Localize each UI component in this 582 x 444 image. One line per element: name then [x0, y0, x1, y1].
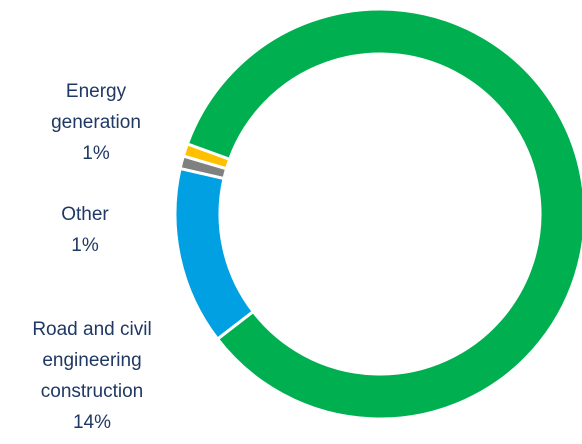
slice-label-line: 14%: [73, 412, 111, 433]
slice-unlabeled: [185, 7, 582, 421]
slice-label-line: Other: [61, 204, 109, 225]
slice-label-line: construction: [41, 381, 143, 402]
slice-label-energy-generation: Energy generation 1%: [51, 81, 141, 164]
slice-labels: Energy generation 1% Other 1% Road and civil e…: [32, 81, 151, 433]
slice-label-road-and-civil-engineering-construction: Road and civil engineering construction 14%: [32, 319, 151, 433]
slice-label-line: Road and civil: [32, 319, 151, 340]
slice-label-line: Energy: [66, 81, 127, 102]
slice-label-other: Other 1%: [61, 204, 109, 256]
slice-label-line: engineering: [42, 350, 141, 371]
slice-label-line: 1%: [82, 143, 110, 164]
slice-label-line: generation: [51, 112, 141, 133]
slice-label-line: 1%: [71, 235, 99, 256]
donut-slices: [173, 7, 582, 421]
slice-road-and-civil-engineering-construction: [173, 167, 255, 341]
